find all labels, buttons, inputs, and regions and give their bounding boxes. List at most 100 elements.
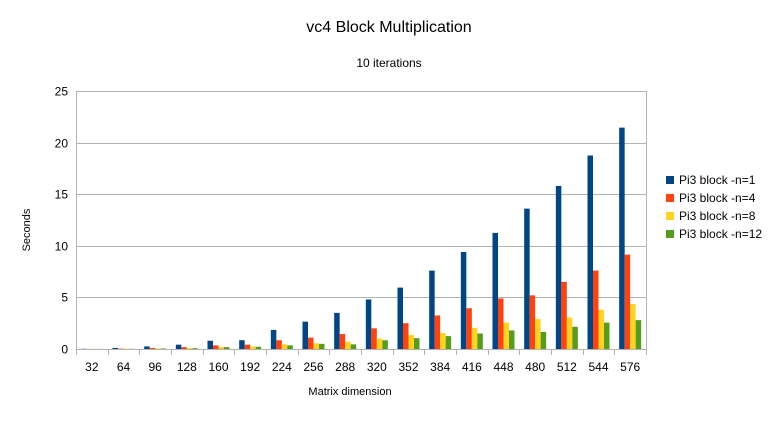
bar: [509, 330, 515, 349]
legend-label: Pi3 block -n=4: [679, 191, 756, 205]
bar: [308, 337, 314, 349]
bar: [503, 322, 509, 349]
bar: [270, 329, 277, 349]
x-tick-label: 320: [367, 360, 387, 374]
bar: [566, 317, 573, 349]
x-tick-label: 512: [557, 360, 577, 374]
legend-label: Pi3 block -n=8: [679, 209, 756, 223]
bar: [429, 270, 435, 349]
bar: [244, 344, 251, 349]
legend-swatch: [666, 212, 674, 220]
x-tick-label: 64: [117, 360, 131, 374]
bar: [334, 312, 340, 349]
bar: [345, 341, 351, 349]
axes: 0 5 10 15 20 25 32 64 96 128 160 192 224 256 288 320 352…: [55, 85, 647, 374]
y-tick-label: 10: [55, 240, 69, 254]
x-tick-label: 544: [588, 360, 608, 374]
bar: [382, 340, 388, 349]
x-tick-label: 128: [177, 360, 197, 374]
bar: [276, 340, 282, 349]
x-tick-label: 96: [148, 360, 162, 374]
bar: [477, 333, 483, 349]
bar: [498, 298, 504, 349]
bar: [440, 333, 446, 349]
x-tick-label: 384: [430, 360, 450, 374]
x-tick-label: 192: [240, 360, 260, 374]
y-tick-label: 5: [61, 291, 68, 305]
y-axis-label: Seconds: [21, 208, 33, 251]
y-tick-label: 0: [61, 343, 68, 357]
bar: [149, 347, 156, 349]
bar: [112, 347, 118, 349]
bar: [239, 340, 245, 349]
bar: [192, 348, 198, 349]
bar: [371, 328, 377, 349]
bar: [186, 347, 193, 349]
legend-label: Pi3 block -n=1: [679, 173, 756, 187]
legend-swatch: [666, 194, 674, 202]
bar: [319, 343, 325, 349]
x-tick-label: 416: [462, 360, 482, 374]
bar: [630, 304, 636, 349]
bar: [302, 321, 308, 349]
x-tick-label: 352: [398, 360, 418, 374]
bar: [155, 348, 161, 349]
bar: [144, 346, 150, 349]
bar: [224, 347, 230, 349]
bar: [466, 308, 472, 349]
x-tick-label: 160: [208, 360, 228, 374]
bar: [471, 327, 478, 349]
bar: [434, 315, 441, 349]
y-tick-label: 15: [55, 188, 69, 202]
bar: [540, 331, 547, 349]
chart-title: vc4 Block Multiplication: [306, 19, 471, 36]
bar: [181, 347, 187, 349]
legend-label: Pi3 block -n=12: [679, 227, 762, 241]
bar: [408, 335, 414, 349]
bar: [529, 295, 536, 349]
x-tick-label: 576: [620, 360, 640, 374]
bars: [80, 127, 642, 349]
bar: [207, 340, 213, 349]
bar: [313, 343, 319, 349]
bar: [593, 270, 599, 349]
bar: [414, 338, 420, 349]
bar: [397, 287, 403, 349]
bar: [460, 251, 467, 349]
bar: [555, 185, 562, 349]
bar: [213, 345, 219, 349]
legend-swatch: [666, 230, 674, 238]
bar: [175, 344, 182, 349]
bar: [255, 346, 262, 349]
legend-swatch: [666, 176, 674, 184]
bar: [492, 232, 498, 349]
x-tick-label: 480: [525, 360, 545, 374]
bar: [572, 326, 578, 349]
bar: [287, 345, 293, 349]
y-tick-label: 20: [55, 137, 69, 151]
bar: [561, 281, 567, 349]
bar: [160, 348, 167, 349]
chart-subtitle: 10 iterations: [356, 56, 421, 70]
x-tick-label: 288: [335, 360, 355, 374]
bar: [604, 322, 610, 349]
bar: [281, 344, 288, 349]
bar: [403, 323, 409, 349]
legend: Pi3 block -n=1 Pi3 block -n=4 Pi3 block -n…: [666, 173, 762, 241]
bar: [218, 346, 224, 349]
y-tick-label: 25: [55, 85, 69, 99]
bar: [339, 334, 346, 349]
x-tick-label: 32: [85, 360, 99, 374]
x-tick-label: 448: [493, 360, 513, 374]
bar: [587, 155, 593, 349]
x-tick-label: 256: [303, 360, 323, 374]
bar: [635, 320, 642, 349]
bar: [350, 344, 357, 349]
bar: [524, 208, 530, 349]
bar: [376, 338, 383, 349]
bar: [365, 299, 372, 349]
bar: [598, 309, 604, 349]
